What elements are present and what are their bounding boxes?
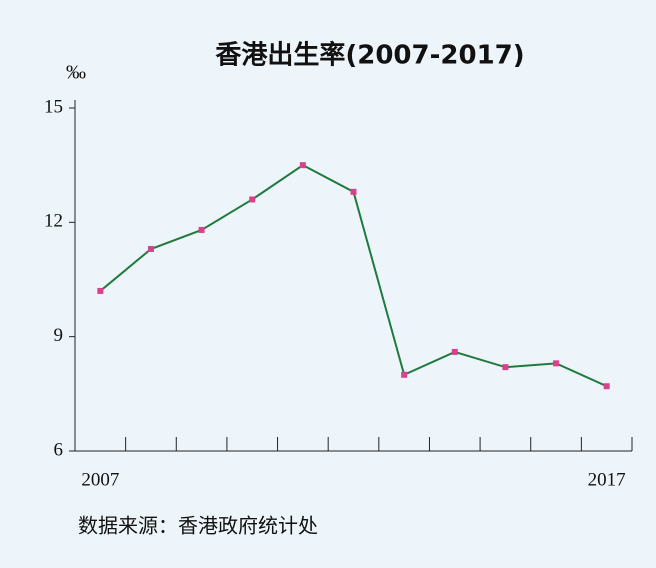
y-unit: ‰: [66, 62, 86, 84]
point-marker: [603, 383, 610, 390]
y-tick-label: 15: [44, 96, 63, 117]
point-marker: [401, 371, 408, 378]
point-marker: [198, 226, 205, 233]
point-marker: [502, 364, 509, 371]
point-marker: [350, 188, 357, 195]
chart-title: 香港出生率(2007-2017): [215, 40, 524, 71]
y-tick-label: 6: [54, 439, 64, 460]
point-marker: [147, 246, 154, 253]
point-marker: [553, 360, 560, 367]
point-marker: [97, 287, 104, 294]
point-marker: [299, 162, 306, 169]
source: 数据来源：香港政府统计处: [78, 514, 318, 538]
point-marker: [249, 196, 256, 203]
point-marker: [451, 348, 458, 355]
x-tick-label: 2007: [81, 469, 119, 490]
y-tick-label: 12: [44, 211, 63, 232]
x-tick-label: 2017: [588, 469, 626, 490]
y-tick-label: 9: [54, 325, 64, 346]
